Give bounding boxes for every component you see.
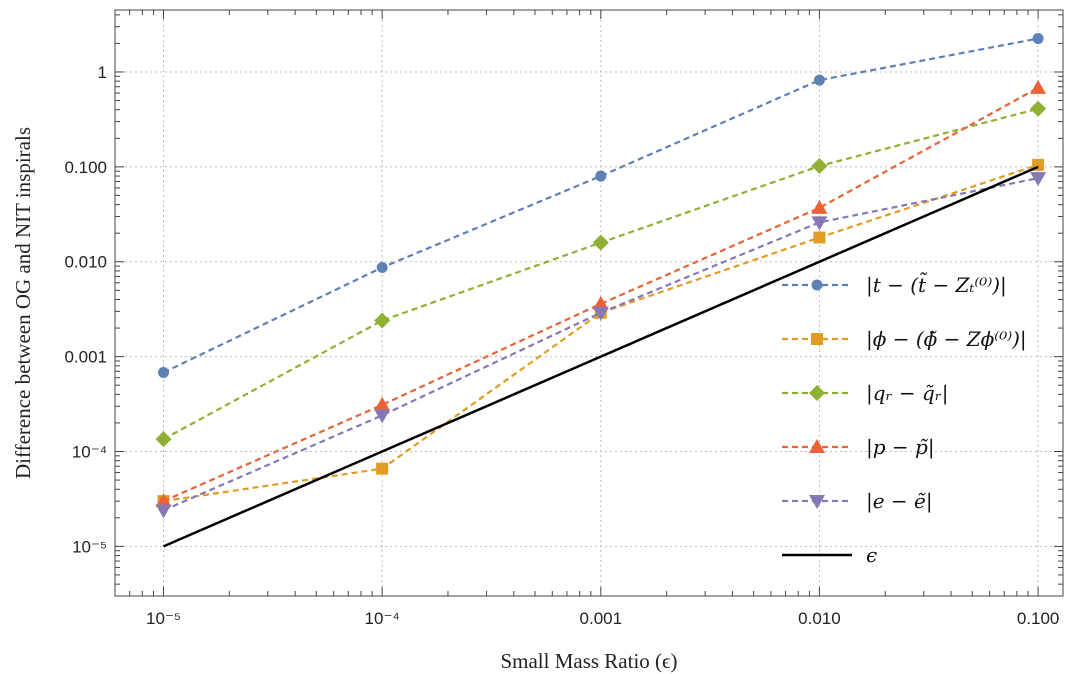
legend-label: |ϕ − (ϕ̃ − Zϕ⁽⁰⁾)|	[866, 327, 1027, 352]
data-point	[158, 367, 170, 379]
data-point	[813, 231, 826, 244]
x-tick-label: 10⁻⁴	[365, 609, 400, 628]
data-point	[811, 199, 828, 214]
y-tick-label: 0.100	[64, 158, 107, 177]
plot-frame	[114, 9, 1064, 597]
grid-lines	[115, 10, 1063, 596]
data-point	[1030, 79, 1047, 94]
data-point	[1030, 100, 1047, 117]
x-tick-label: 0.100	[1017, 609, 1060, 628]
data-point	[376, 462, 389, 475]
y-axis-label: Difference between OG and NIT inspirals	[11, 127, 35, 479]
series-0	[158, 33, 1044, 379]
legend-item: |ϕ − (ϕ̃ − Zϕ⁽⁰⁾)|	[782, 327, 1027, 352]
data-point	[1030, 172, 1047, 187]
legend-label: |t − (t̃ − Zₜ⁽⁰⁾)|	[866, 271, 1007, 298]
series-4	[155, 172, 1047, 519]
x-tick-label: 10⁻⁵	[146, 609, 181, 628]
data-point	[155, 504, 172, 519]
legend-item: ϵ	[782, 543, 877, 567]
series-group	[155, 33, 1047, 548]
series-3	[155, 79, 1047, 508]
legend-label: |e − ẽ|	[866, 489, 933, 514]
data-point	[811, 216, 828, 231]
data-point	[1032, 33, 1044, 45]
legend-item: |e − ẽ|	[782, 489, 933, 514]
y-tick-label: 1	[98, 63, 107, 82]
data-point	[592, 234, 609, 251]
legend-marker	[809, 439, 825, 453]
y-tick-label: 0.010	[64, 253, 107, 272]
axis-ticks: 10⁻⁵ 10⁻⁴ 0.001 0.010 0.100 10⁻⁵ 10⁻⁴ 0.001 0.01…	[64, 10, 1063, 628]
legend-item: |qᵣ − q̃ᵣ|	[782, 381, 948, 406]
series-2	[155, 100, 1047, 448]
series-line	[163, 177, 1039, 512]
data-point	[811, 158, 828, 175]
x-tick-label: 0.010	[798, 609, 841, 628]
data-point	[155, 493, 172, 508]
data-point	[595, 170, 607, 182]
x-axis-label: Small Mass Ratio (ϵ)	[500, 649, 677, 673]
series-5	[163, 165, 1039, 548]
data-point	[376, 261, 388, 273]
data-point	[813, 74, 825, 86]
legend-label: |qᵣ − q̃ᵣ|	[866, 381, 948, 406]
y-tick-label: 0.001	[64, 348, 107, 367]
legend-marker	[811, 333, 823, 345]
legend: |t − (t̃ − Zₜ⁽⁰⁾)| |ϕ − (ϕ̃ − Zϕ⁽⁰⁾)| |qᵣ …	[782, 271, 1027, 567]
data-point	[374, 409, 391, 424]
legend-label: |p − p̃|	[866, 435, 935, 460]
x-tick-label: 0.001	[580, 609, 623, 628]
legend-item: |t − (t̃ − Zₜ⁽⁰⁾)|	[782, 271, 1007, 298]
legend-marker	[811, 279, 823, 291]
data-point	[374, 312, 391, 329]
legend-item: |p − p̃|	[782, 435, 935, 460]
legend-marker	[809, 385, 825, 401]
legend-marker	[809, 495, 825, 509]
data-point	[155, 431, 172, 448]
data-point	[592, 306, 609, 321]
y-tick-label: 10⁻⁵	[72, 537, 107, 556]
y-tick-label: 10⁻⁴	[72, 443, 107, 462]
data-point	[374, 396, 391, 411]
series-line	[163, 37, 1039, 374]
series-line	[163, 165, 1039, 548]
legend-label: ϵ	[866, 543, 877, 567]
series-line	[163, 86, 1039, 503]
data-point	[592, 295, 609, 310]
